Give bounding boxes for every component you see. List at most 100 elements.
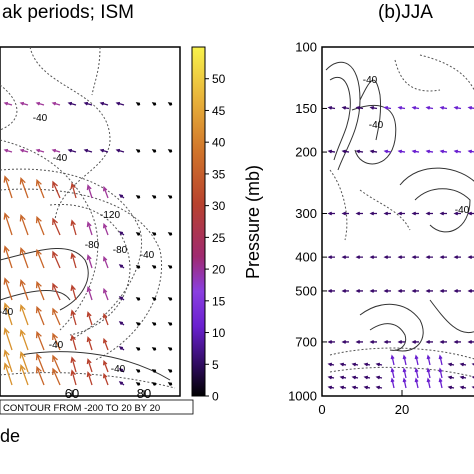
left-vector	[52, 354, 61, 373]
right-vector	[414, 377, 419, 389]
left-vector	[52, 180, 61, 199]
right-vector	[426, 377, 431, 389]
left-vector	[35, 248, 45, 269]
left-title: ak periods; ISM	[2, 2, 134, 23]
right-vector	[411, 340, 419, 344]
right-vector	[339, 385, 347, 390]
left-vector	[102, 359, 109, 373]
right-plot-frame	[321, 46, 474, 397]
right-vector	[438, 367, 443, 379]
right-vector	[402, 377, 407, 389]
left-contour-line	[29, 46, 111, 221]
colorbar-tick-label: 20	[212, 263, 226, 277]
right-y-label: Pressure (mb)	[243, 165, 263, 279]
left-x-label: de	[0, 426, 20, 446]
left-contour-label: -80	[113, 245, 128, 256]
left-contour-line	[0, 372, 176, 389]
left-contour-line	[49, 203, 131, 336]
left-x-tick-label: 60	[65, 386, 79, 401]
left-contour-label: -40	[0, 307, 14, 318]
left-vector	[102, 372, 109, 386]
right-vector	[425, 255, 433, 260]
left-vector	[167, 369, 173, 373]
colorbar-tick-label: 15	[212, 294, 226, 308]
right-vector	[355, 105, 364, 110]
left-vector	[151, 382, 157, 386]
right-y-tick-label: 200	[295, 145, 317, 160]
right-vector	[327, 340, 335, 344]
right-vector	[453, 289, 461, 293]
right-x-tick-label: 20	[395, 402, 409, 417]
colorbar-tick-label: 35	[212, 167, 226, 181]
right-vector	[447, 375, 455, 380]
colorbar-ticks: 0 5 10 15 20 25 30 35 40 45 50	[205, 72, 226, 404]
colorbar-tick-label: 50	[212, 72, 226, 86]
left-vector	[151, 369, 157, 373]
right-vector	[397, 105, 406, 110]
right-vector	[369, 149, 378, 154]
right-vector	[390, 367, 395, 379]
left-vector	[35, 365, 45, 386]
right-vector	[439, 340, 447, 344]
left-vector	[52, 250, 61, 269]
left-vector	[118, 321, 125, 326]
left-contour-line	[19, 351, 171, 381]
left-vector	[118, 264, 125, 269]
left-vector	[3, 327, 13, 351]
right-y-tick-label: 100	[295, 40, 317, 55]
right-vector	[425, 105, 434, 110]
right-vector	[467, 340, 474, 344]
right-vector	[327, 385, 335, 390]
left-vector	[99, 101, 109, 106]
right-vector	[355, 255, 363, 260]
left-vector	[35, 330, 45, 351]
right-vector	[351, 375, 359, 380]
colorbar-tick-label: 45	[212, 104, 226, 118]
right-contour-label: -40	[363, 75, 378, 86]
right-vector	[351, 385, 359, 390]
left-vector	[19, 247, 29, 269]
right-contour-line	[329, 366, 474, 378]
left-vector	[167, 232, 173, 236]
left-vector	[86, 358, 93, 373]
right-contour-line	[399, 167, 474, 186]
left-vector	[19, 101, 29, 106]
left-vector	[118, 194, 125, 199]
right-vector	[339, 375, 347, 380]
right-vector	[447, 385, 455, 390]
left-vector	[118, 296, 125, 301]
left-vector	[35, 305, 45, 326]
left-vector	[135, 102, 141, 106]
right-vector	[425, 289, 433, 293]
right-vector	[355, 149, 364, 154]
right-vector	[355, 289, 363, 293]
left-vector	[151, 195, 157, 199]
left-vector	[102, 222, 109, 236]
left-vector	[86, 336, 93, 351]
left-vector	[135, 195, 141, 199]
left-x-tick-label: 80	[137, 386, 151, 401]
left-vector	[19, 351, 29, 373]
left-contour-line	[0, 168, 142, 341]
left-vector	[3, 349, 13, 373]
right-vector	[369, 211, 377, 216]
left-vector	[19, 364, 29, 386]
left-vector	[102, 312, 109, 326]
right-vector	[397, 340, 405, 344]
left-vector	[86, 286, 93, 301]
right-vector	[411, 255, 419, 260]
right-vector	[369, 105, 378, 110]
left-vector	[86, 311, 93, 326]
right-vector	[355, 340, 363, 344]
right-vector	[327, 375, 335, 380]
left-vector	[167, 347, 173, 351]
right-vector	[327, 255, 335, 260]
colorbar: 0 5 10 15 20 25 30 35 40 45 50	[191, 46, 226, 404]
left-vector	[52, 282, 61, 301]
left-vector	[83, 148, 93, 153]
right-vector	[327, 149, 336, 154]
right-vector	[439, 149, 448, 154]
right-vector	[453, 255, 461, 260]
left-vector	[3, 212, 13, 236]
